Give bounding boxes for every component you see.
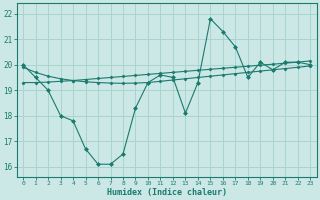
- X-axis label: Humidex (Indice chaleur): Humidex (Indice chaleur): [107, 188, 227, 197]
